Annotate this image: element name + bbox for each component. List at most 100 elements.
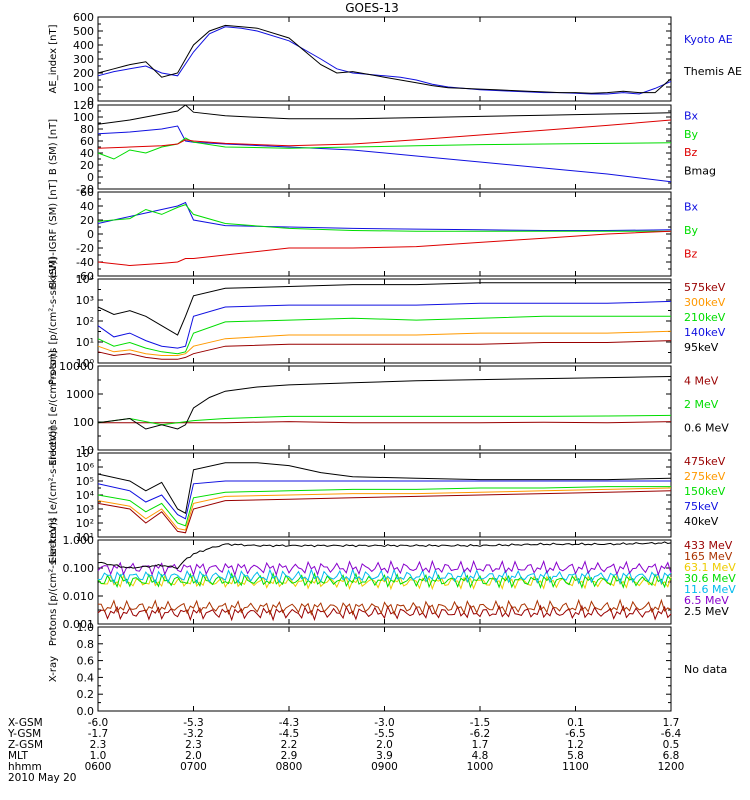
y-axis-label: B (SM) [nT]	[48, 119, 59, 175]
legend-entry: Bx	[684, 201, 699, 214]
x-tick-label-hhmm: 0700	[180, 761, 207, 773]
y-tick-label: 10²	[76, 517, 94, 530]
y-tick-label: 0.100	[63, 562, 95, 575]
x-tick-label-x_gsm: -5.3	[183, 717, 204, 729]
y-tick-label: 10⁷	[76, 447, 94, 460]
legend-entry: 75keV	[684, 500, 719, 513]
series-line-30.6-mev	[97, 571, 672, 590]
legend-entry: 140keV	[684, 326, 726, 339]
series-line-4-mev	[98, 421, 672, 424]
y-tick-label: 0	[87, 171, 94, 184]
series-line-95kev	[97, 282, 671, 336]
x-tick-label-z_gsm: 2.3	[90, 739, 107, 751]
series-line-140kev	[97, 300, 672, 349]
legend-entry: Themis AE	[683, 65, 742, 78]
series-line-475kev	[97, 490, 672, 534]
figure-title: GOES-13	[345, 1, 399, 15]
series-line-275kev	[97, 487, 672, 531]
legend-entry: 150keV	[684, 485, 726, 498]
x-tick-label-z_gsm: 0.5	[663, 739, 680, 751]
y-tick-label: 10	[80, 444, 94, 457]
x-tick-label-y_gsm: -6.5	[565, 728, 586, 740]
x-tick-label-z_gsm: 2.0	[376, 739, 393, 751]
y-tick-label: -60	[76, 270, 94, 283]
x-tick-label-y_gsm: -1.7	[88, 728, 109, 740]
legend-entry: 165 MeV	[684, 550, 733, 563]
series-line-40kev	[97, 462, 672, 514]
y-tick-label: 20	[80, 159, 94, 172]
y-tick-label: 10³	[76, 503, 94, 516]
y-tick-label: 0	[87, 95, 94, 108]
y-tick-label: 60	[80, 186, 94, 199]
y-tick-label: 10000	[59, 360, 94, 373]
y-axis-label: AE_index [nT]	[48, 24, 59, 93]
y-tick-label: 0.8	[77, 638, 95, 651]
y-tick-label: 120	[73, 99, 94, 112]
x-tick-label-hhmm: 1100	[562, 761, 589, 773]
panel-5: 10000 1000 100 10 Electrons [e/(cm²-s-sr)] 4 …	[48, 350, 729, 466]
panel-8: 1.0 0.8 0.6 0.4 0.2 0.0 X-ray No data	[48, 621, 727, 718]
y-tick-label: 10⁴	[76, 489, 95, 502]
panel-frame	[97, 104, 672, 190]
y-tick-label: 0.4	[77, 671, 95, 684]
legend-entry: 63.1 MeV	[684, 561, 736, 574]
y-tick-label: 60	[80, 135, 94, 148]
y-axis-label: Electrons [e/(cm²-s-sr)]	[48, 350, 59, 466]
legend-entry: Kyoto AE	[684, 33, 733, 46]
legend-entry: 11.6 MeV	[684, 583, 736, 596]
no-data-note: No data	[684, 663, 727, 676]
x-tick-label-y_gsm: -4.5	[279, 728, 300, 740]
x-axis-row-label: MLT	[8, 750, 28, 762]
series-line-165-mev	[97, 598, 672, 616]
y-tick-label: 1.0	[77, 621, 95, 634]
x-tick-label-y_gsm: -6.4	[661, 728, 682, 740]
y-tick-label: 10¹	[76, 336, 94, 349]
y-axis-label: B (SM)-IGRF (SM) [nT]	[48, 179, 59, 288]
x-tick-label-z_gsm: 2.3	[185, 739, 202, 751]
legend-entry: 433 MeV	[684, 539, 733, 552]
series-line-by	[97, 204, 671, 232]
y-tick-label: 500	[73, 25, 94, 38]
y-tick-label: 100	[73, 416, 94, 429]
x-axis-table: X-GSM -6.0 -5.3 -4.3 -3.0 -1.5 0.1 1.7 Y-GSM -1.7…	[7, 717, 684, 784]
x-tick-label-mlt: 5.8	[567, 750, 584, 762]
x-tick-label-hhmm: 0800	[276, 761, 303, 773]
legend-entry: 4 MeV	[684, 375, 719, 388]
x-tick-label-z_gsm: 2.2	[281, 739, 298, 751]
x-axis-row-label: hhmm	[8, 761, 42, 773]
x-tick-label-hhmm: 0600	[85, 761, 112, 773]
panel-frame	[97, 365, 672, 451]
series-line-150kev	[97, 486, 671, 527]
x-tick-label-hhmm: 0900	[371, 761, 398, 773]
y-tick-label: 20	[80, 214, 94, 227]
x-tick-label-hhmm: 1000	[467, 761, 494, 773]
x-axis-row-label: X-GSM	[8, 717, 43, 729]
x-tick-label-y_gsm: -5.5	[374, 728, 395, 740]
y-tick-label: 0.010	[63, 590, 95, 603]
series-line-bx	[97, 201, 672, 231]
y-tick-label: 0.0	[77, 705, 95, 718]
y-axis-label: Protons [p/(cm²-s-sr-keV)]	[48, 257, 59, 385]
x-tick-label-y_gsm: -3.2	[183, 728, 204, 740]
x-tick-label-x_gsm: -6.0	[88, 717, 109, 729]
y-tick-label: 200	[73, 67, 94, 80]
x-tick-label-x_gsm: -3.0	[374, 717, 395, 729]
series-line-2.5-mev	[97, 541, 672, 570]
panel-frame	[97, 191, 672, 277]
x-tick-label-mlt: 6.8	[663, 750, 680, 762]
y-tick-label: 100	[73, 111, 94, 124]
y-tick-label: 100	[73, 81, 94, 94]
x-tick-label-x_gsm: -4.3	[279, 717, 300, 729]
x-axis-row-label: Z-GSM	[8, 739, 43, 751]
series-line-6.5-mev	[97, 559, 672, 577]
y-axis-label: Protons [p/(cm²-s-sr-keV)]	[48, 518, 59, 646]
y-tick-label: 0	[87, 228, 94, 241]
y-tick-label: 1000	[66, 388, 94, 401]
legend-entry: 2 MeV	[684, 398, 719, 411]
x-tick-label-z_gsm: 1.2	[567, 739, 584, 751]
panel-frame	[97, 626, 672, 712]
legend-entry: 2.5 MeV	[684, 605, 729, 618]
